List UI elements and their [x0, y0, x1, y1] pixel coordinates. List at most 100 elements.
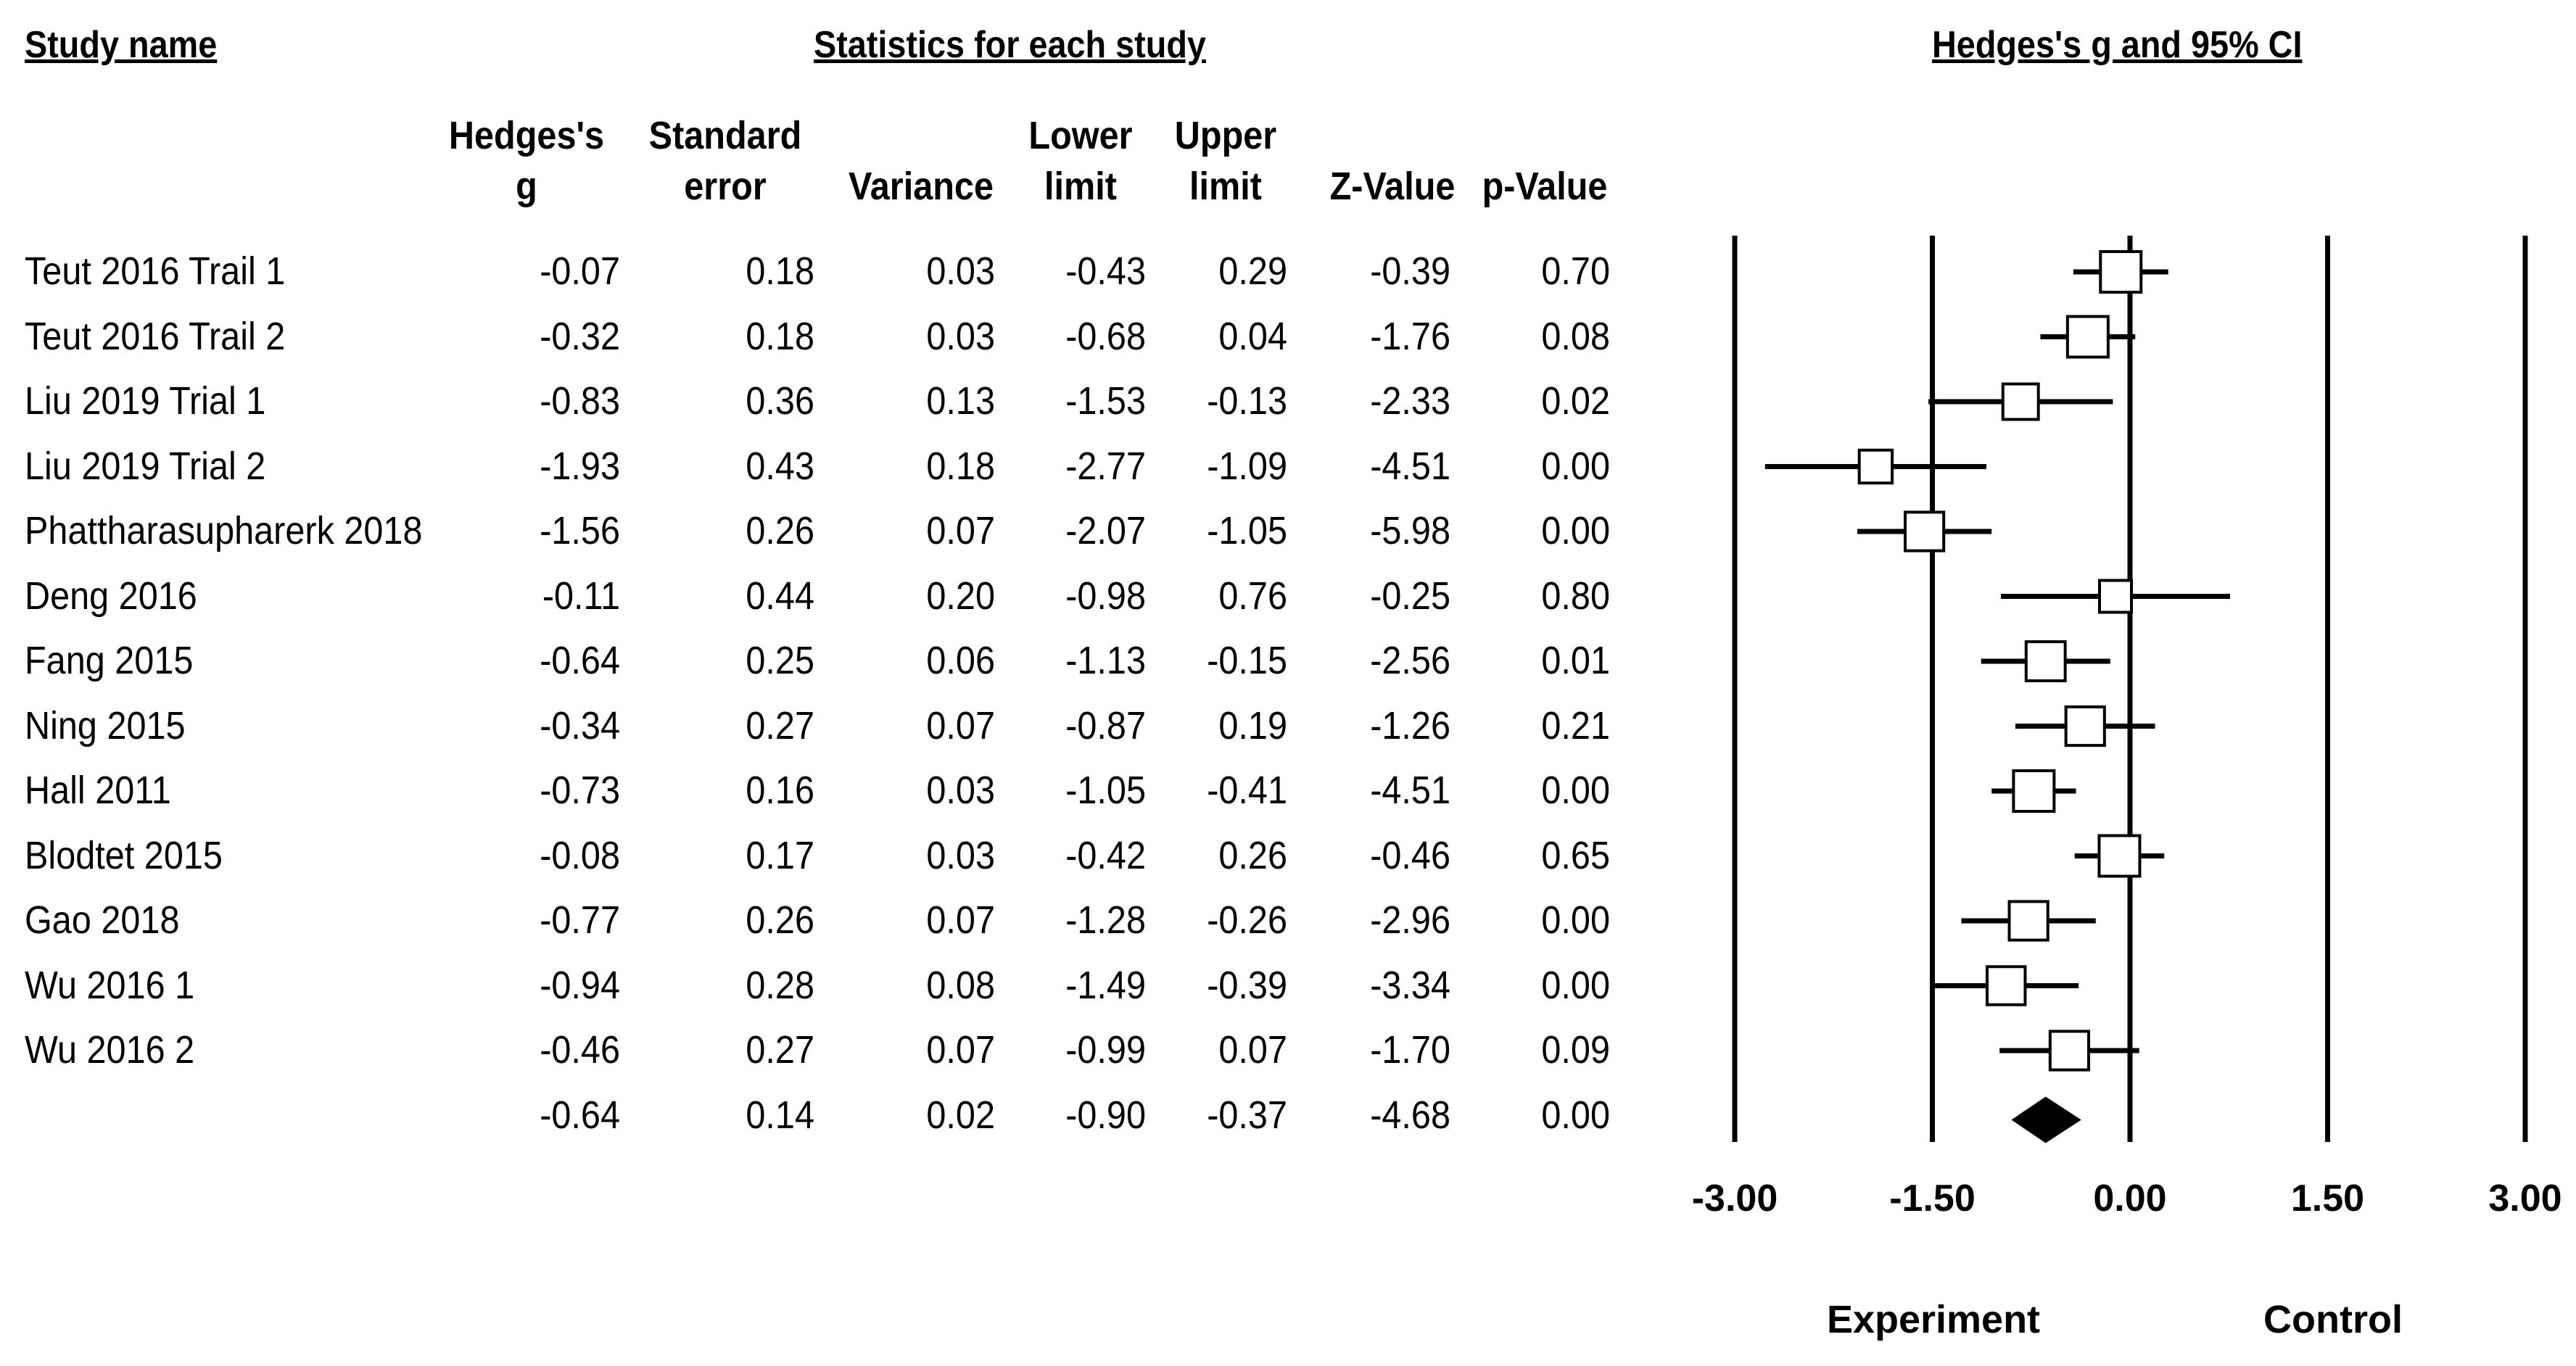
cell-g: -0.94 — [540, 963, 620, 1007]
cell-upper: 0.29 — [1218, 249, 1287, 293]
cell-var: 0.07 — [926, 1028, 995, 1072]
cell-g: -0.08 — [540, 833, 620, 877]
cell-lower: -0.43 — [1065, 249, 1146, 293]
col-header-line1: Lower — [1028, 114, 1133, 157]
statistics-header: Statistics for each study — [814, 24, 1206, 66]
cell-z: -4.68 — [1370, 1093, 1450, 1137]
effect-square — [1857, 448, 1894, 485]
cell-var: 0.20 — [926, 574, 995, 618]
cell-g: -0.73 — [540, 769, 620, 812]
col-header-lower-limit: Lower limit — [1009, 110, 1152, 212]
cell-z: -3.34 — [1370, 963, 1450, 1007]
study-name-header: Study name — [25, 24, 218, 66]
cell-upper: 0.19 — [1218, 703, 1287, 748]
cell-lower: -0.98 — [1065, 574, 1146, 618]
col-header-line1: Standard — [648, 114, 802, 157]
study-name: Deng 2016 — [25, 574, 197, 618]
effect-square — [2065, 315, 2110, 359]
cell-lower: -0.68 — [1065, 314, 1146, 358]
cell-lower: -2.77 — [1065, 444, 1146, 488]
cell-upper: -1.09 — [1207, 444, 1287, 488]
col-header-variance: Variance — [830, 110, 1012, 212]
cell-lower: -0.90 — [1065, 1093, 1146, 1137]
cell-g: -0.83 — [540, 379, 620, 423]
col-header-line1: Upper — [1174, 114, 1277, 157]
col-header-line2: limit — [1044, 165, 1117, 208]
cell-p: 0.01 — [1541, 639, 1610, 682]
study-marker — [1933, 965, 2079, 1006]
cell-var: 0.07 — [926, 509, 995, 552]
cell-p: 0.00 — [1541, 509, 1610, 552]
effect-square — [2098, 579, 2134, 614]
cell-lower: -1.13 — [1065, 639, 1146, 682]
cell-var: 0.07 — [926, 703, 995, 748]
study-name: Phattharasupharerk 2018 — [25, 509, 423, 552]
cell-z: -1.26 — [1370, 703, 1450, 748]
cell-se: 0.18 — [746, 249, 814, 293]
cell-se: 0.26 — [746, 898, 814, 942]
cell-se: 0.18 — [746, 314, 814, 358]
cell-lower: -0.99 — [1065, 1028, 1146, 1072]
study-name: Wu 2016 1 — [25, 963, 195, 1007]
cell-se: 0.28 — [746, 963, 814, 1007]
cell-p: 0.80 — [1541, 574, 1610, 618]
cell-se: 0.36 — [746, 379, 814, 423]
cell-g: -1.93 — [540, 444, 620, 488]
cell-g: -0.64 — [540, 639, 620, 682]
cell-var: 0.18 — [926, 444, 995, 488]
cell-g: -0.46 — [540, 1028, 620, 1072]
cell-z: -0.25 — [1370, 574, 1450, 618]
cell-var: 0.02 — [926, 1093, 995, 1137]
plot-title: Hedges's g and 95% CI — [1932, 24, 2303, 66]
cell-g: -0.11 — [542, 574, 620, 618]
cell-var: 0.03 — [926, 833, 995, 877]
col-header-line2: g — [516, 165, 537, 208]
study-marker — [2000, 579, 2231, 614]
cell-upper: 0.26 — [1218, 833, 1287, 877]
cell-g: -1.56 — [540, 509, 620, 552]
effect-square — [1985, 965, 2027, 1006]
cell-upper: 0.04 — [1218, 314, 1287, 358]
cell-lower: -1.28 — [1065, 898, 1146, 942]
cell-g: -0.07 — [540, 249, 620, 293]
col-header-line1: Hedges's — [448, 114, 605, 157]
study-name: Ning 2015 — [25, 703, 186, 748]
cell-p: 0.02 — [1541, 379, 1610, 423]
effect-square — [2001, 382, 2040, 421]
cell-se: 0.44 — [746, 574, 814, 618]
col-header-hedges-g: Hedges's g — [442, 110, 611, 212]
cell-se: 0.14 — [746, 1093, 814, 1137]
cell-upper: 0.07 — [1218, 1028, 1287, 1072]
tick-label: 1.50 — [2291, 1177, 2364, 1220]
cell-se: 0.16 — [746, 769, 814, 812]
cell-se: 0.26 — [746, 509, 814, 552]
cell-var: 0.06 — [926, 639, 995, 682]
study-name: Hall 2011 — [25, 769, 171, 812]
cell-upper: -1.05 — [1207, 509, 1287, 552]
effect-square — [2048, 1030, 2091, 1072]
cell-lower: -0.42 — [1065, 833, 1146, 877]
study-name: Liu 2019 Trial 2 — [25, 444, 266, 488]
study-marker — [1961, 900, 2096, 942]
control-label: Control — [2263, 1298, 2403, 1341]
cell-z: -2.56 — [1370, 639, 1450, 682]
cell-z: -4.51 — [1370, 444, 1450, 488]
tick-label: -1.50 — [1889, 1177, 1976, 1220]
study-marker — [2074, 834, 2165, 878]
cell-z: -2.96 — [1370, 898, 1450, 942]
study-marker — [1928, 382, 2113, 421]
effect-square — [2099, 250, 2143, 294]
study-marker — [1991, 769, 2076, 813]
study-name: Fang 2015 — [25, 639, 194, 682]
study-name: Teut 2016 Trail 1 — [25, 249, 286, 293]
cell-g: -0.77 — [540, 898, 620, 942]
col-header-line2: limit — [1189, 165, 1262, 208]
cell-upper: -0.37 — [1207, 1093, 1287, 1137]
col-header-line2: Z-Value — [1329, 165, 1456, 208]
cell-p: 0.00 — [1541, 444, 1610, 488]
cell-var: 0.03 — [926, 314, 995, 358]
study-marker — [1857, 510, 1992, 552]
cell-p: 0.00 — [1541, 963, 1610, 1007]
tick-label: 3.00 — [2488, 1177, 2561, 1220]
